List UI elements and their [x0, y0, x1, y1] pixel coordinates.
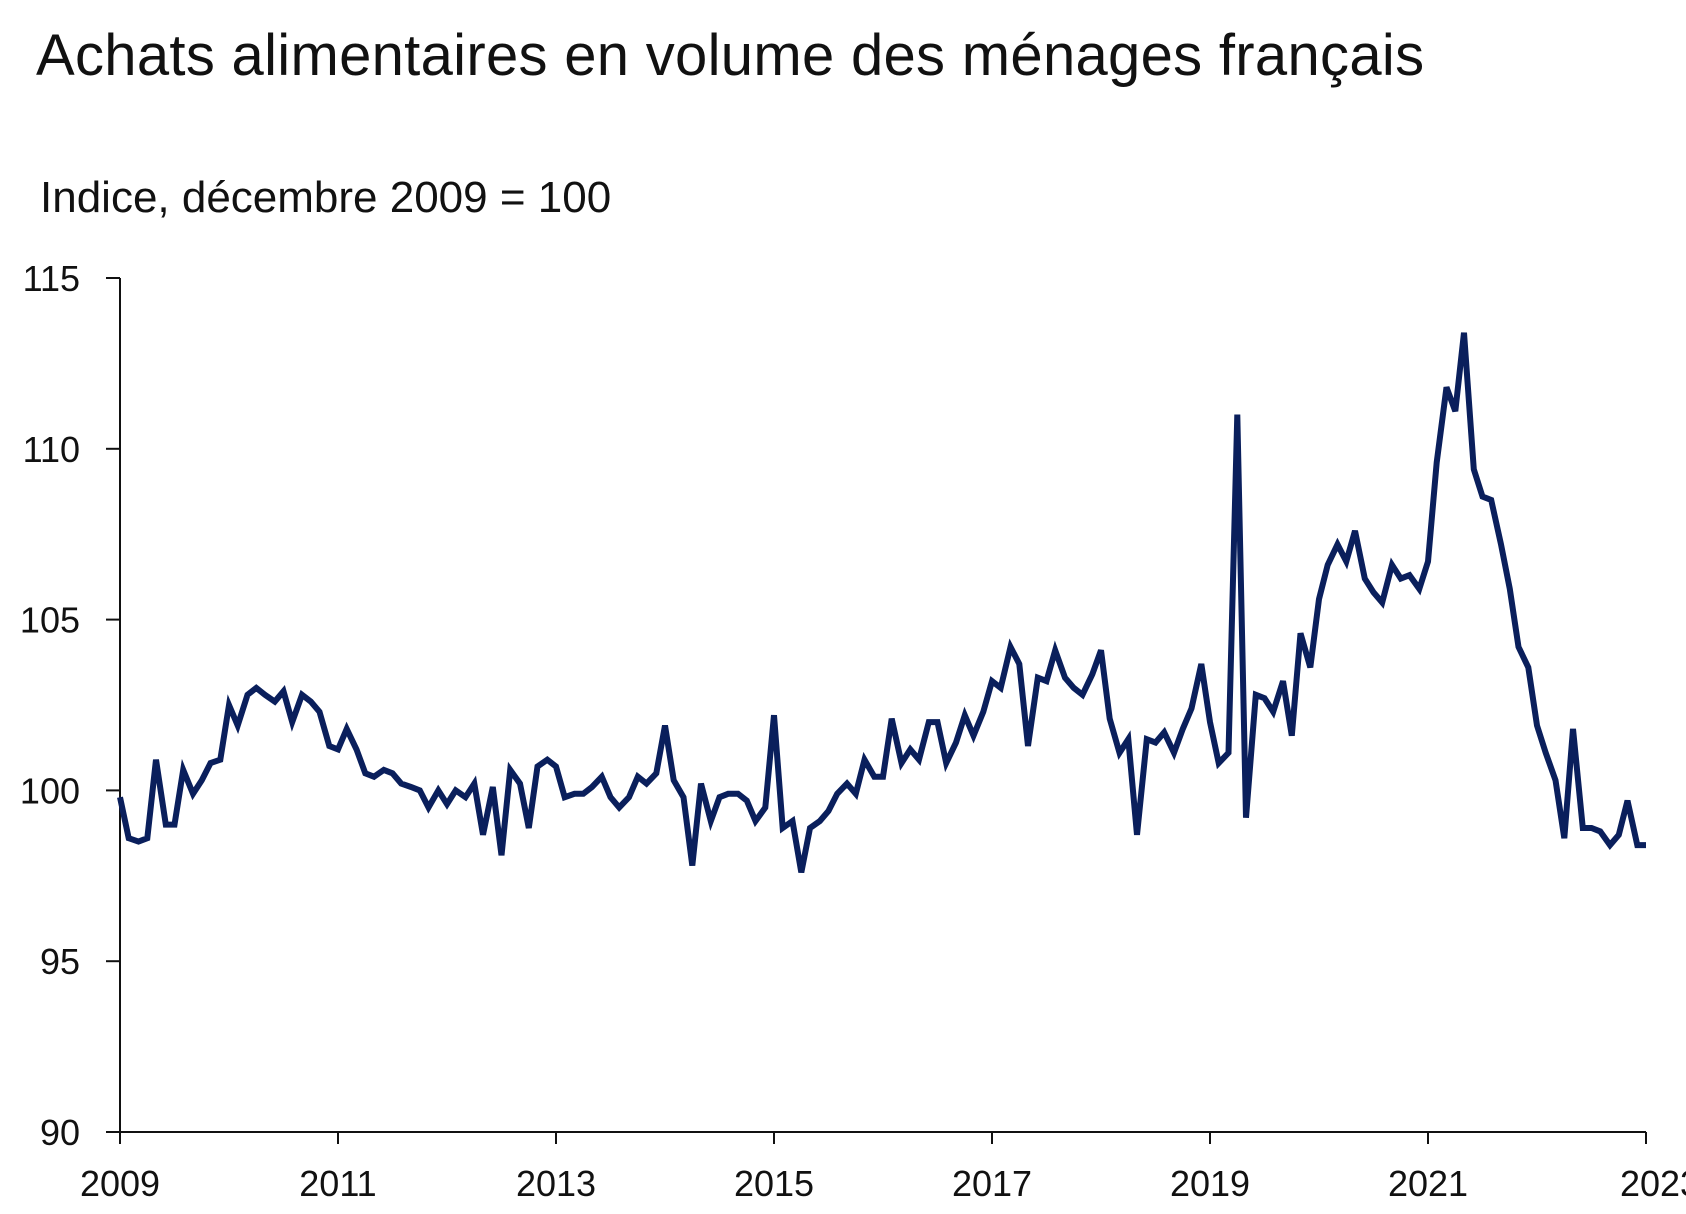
chart-subtitle: Indice, décembre 2009 = 100: [40, 173, 612, 222]
chart-series: [117, 332, 1646, 873]
x-tick-label: 2019: [1170, 1163, 1250, 1204]
chart-title: Achats alimentaires en volume des ménage…: [36, 23, 1425, 88]
x-tick-label: 2011: [299, 1163, 376, 1204]
x-tick-label: 2015: [734, 1163, 814, 1204]
y-tick-label: 95: [40, 941, 80, 982]
y-tick-label: 105: [20, 600, 80, 641]
x-tick-label: 2013: [516, 1163, 596, 1204]
y-tick-label: 110: [23, 429, 80, 470]
y-tick-label: 115: [23, 258, 80, 299]
series-line: [117, 332, 1646, 873]
y-tick-label: 100: [20, 770, 80, 811]
chart-axes: 90 95 100 105 110 115 2009 2011 2013 2015 2017 2019…: [20, 258, 1686, 1204]
x-tick-label: 2009: [80, 1163, 160, 1204]
y-tick-label: 90: [40, 1112, 80, 1153]
x-tick-label: 2023: [1620, 1163, 1686, 1204]
x-tick-label: 2021: [1388, 1163, 1468, 1204]
x-tick-label: 2017: [952, 1163, 1032, 1204]
